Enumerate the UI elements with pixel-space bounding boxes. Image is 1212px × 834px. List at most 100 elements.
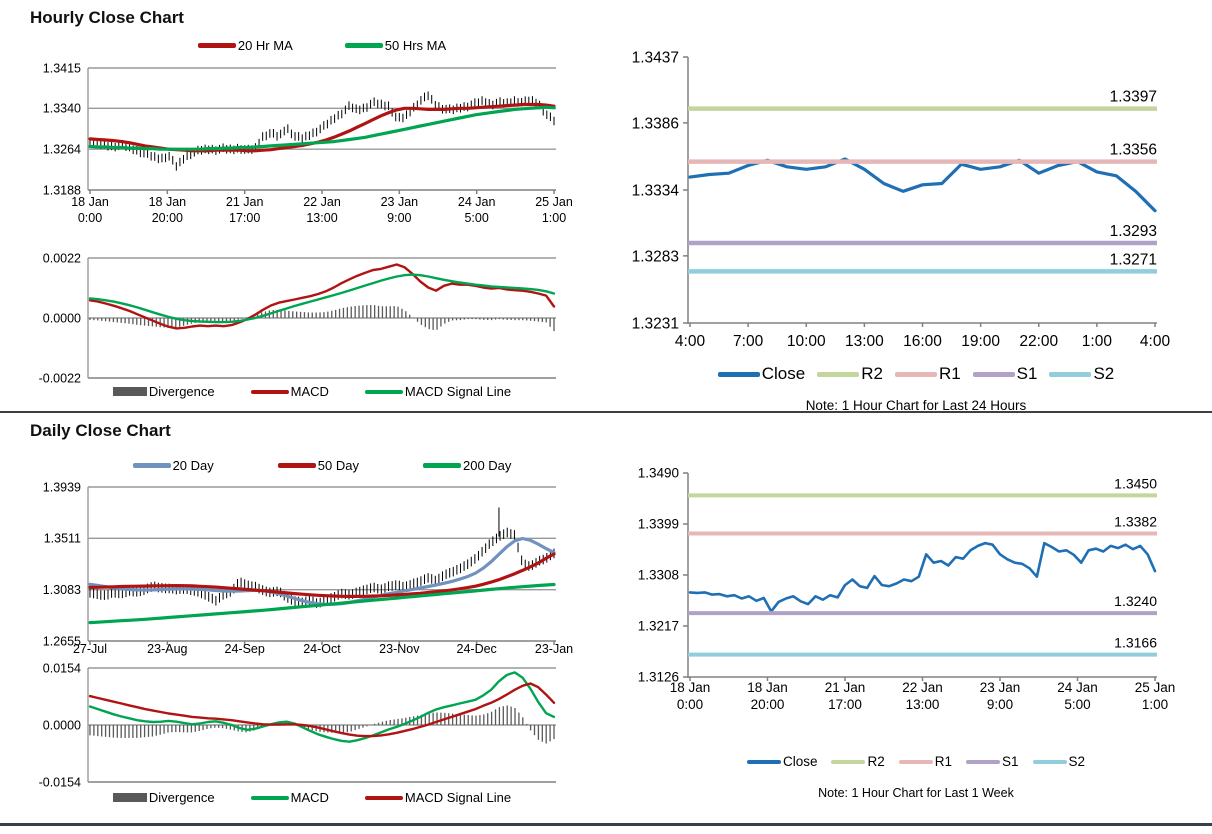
svg-text:1.3340: 1.3340: [43, 102, 81, 116]
svg-text:0:00: 0:00: [78, 211, 102, 225]
svg-text:1.3386: 1.3386: [632, 115, 679, 132]
svg-text:23 Jan: 23 Jan: [980, 680, 1021, 695]
hourly-close-chart: 20 Hr MA 50 Hrs MA 1.3415 1.3340 1.3264 1.31…: [0, 36, 606, 242]
legend-swatch-line: [894, 371, 937, 377]
svg-text:24-Sep: 24-Sep: [225, 642, 265, 656]
svg-text:1.3490: 1.3490: [638, 466, 679, 481]
svg-text:1.3231: 1.3231: [632, 315, 679, 332]
legend-label: S1: [1002, 754, 1019, 769]
legend-swatch-line: [717, 371, 760, 377]
legend-label: R2: [861, 364, 883, 383]
hourly-sr-legend: Close R2 R1 S1 S2: [666, 364, 1166, 384]
legend-item-macd-signal-line: MACD Signal Line: [364, 384, 512, 399]
hourly-macd-plot: 0.0022 0.0000 -0.0022: [39, 251, 556, 385]
hourly-macd-chart: Divergence MACD MACD Signal Line 0.0022 0.0…: [0, 244, 606, 410]
legend-label: S1: [1016, 364, 1038, 383]
svg-text:23-Jan: 23-Jan: [535, 642, 573, 656]
legend-swatch-line: [277, 463, 316, 468]
svg-text:1.3166: 1.3166: [1114, 635, 1157, 651]
legend-swatch-line: [1049, 371, 1092, 377]
legend-label: Close: [782, 754, 818, 769]
section-divider: [0, 411, 1212, 413]
legend-label: R1: [934, 754, 952, 769]
svg-text:1:00: 1:00: [1142, 697, 1168, 712]
hourly-support-resistance-chart: 1.3437 1.3386 1.3334 1.3283 1.3231 4:00 7:00 10…: [606, 28, 1212, 413]
svg-text:21 Jan: 21 Jan: [825, 680, 866, 695]
svg-text:1.3939: 1.3939: [43, 480, 81, 494]
svg-text:1.3308: 1.3308: [638, 568, 679, 583]
svg-text:-0.0022: -0.0022: [39, 371, 81, 385]
svg-text:1.3450: 1.3450: [1114, 475, 1157, 491]
svg-text:5:00: 5:00: [1064, 697, 1090, 712]
legend-item-s2: S2: [1032, 754, 1085, 769]
legend-label: R1: [938, 364, 961, 383]
svg-text:4:00: 4:00: [1140, 333, 1171, 350]
legend-label: MACD Signal Line: [404, 790, 512, 805]
page-bottom-rule: [0, 823, 1212, 826]
svg-text:4:00: 4:00: [675, 333, 706, 350]
legend-item-50-hrs-ma: 50 Hrs MA: [344, 38, 446, 53]
legend-label: MACD: [290, 384, 329, 399]
legend-item-macd: MACD: [250, 790, 329, 805]
svg-text:22 Jan: 22 Jan: [303, 195, 341, 209]
svg-text:13:00: 13:00: [845, 333, 884, 350]
svg-text:5:00: 5:00: [464, 211, 488, 225]
hourly-macd-legend: Divergence MACD MACD Signal Line: [68, 384, 556, 399]
hourly-sr-note: Note: 1 Hour Chart for Last 24 Hours: [805, 398, 1027, 413]
legend-swatch-line: [831, 759, 866, 764]
svg-text:18 Jan: 18 Jan: [747, 680, 788, 695]
legend-label: MACD Signal Line: [404, 384, 512, 399]
svg-text:1.3397: 1.3397: [1110, 89, 1157, 106]
svg-text:21 Jan: 21 Jan: [226, 195, 264, 209]
svg-text:1.2655: 1.2655: [43, 634, 81, 648]
hourly-section-title: Hourly Close Chart: [30, 8, 184, 27]
svg-text:22 Jan: 22 Jan: [902, 680, 943, 695]
svg-text:23-Aug: 23-Aug: [147, 642, 187, 656]
legend-swatch-line: [250, 795, 289, 800]
legend-swatch-line: [250, 389, 289, 394]
svg-text:1.3293: 1.3293: [1110, 223, 1157, 240]
svg-text:17:00: 17:00: [229, 211, 260, 225]
svg-text:1.3382: 1.3382: [1114, 514, 1157, 530]
daily-macd-legend: Divergence MACD MACD Signal Line: [68, 790, 556, 805]
svg-text:1.3415: 1.3415: [43, 61, 81, 75]
legend-swatch-line: [422, 463, 461, 468]
hourly-price-legend: 20 Hr MA 50 Hrs MA: [88, 38, 556, 53]
legend-swatch-bar: [112, 387, 147, 396]
svg-text:9:00: 9:00: [387, 211, 411, 225]
svg-text:24 Jan: 24 Jan: [458, 195, 496, 209]
svg-text:0.0154: 0.0154: [43, 661, 81, 675]
legend-label: R2: [867, 754, 885, 769]
svg-text:0.0022: 0.0022: [43, 251, 81, 265]
svg-text:13:00: 13:00: [906, 697, 940, 712]
svg-text:24 Jan: 24 Jan: [1057, 680, 1098, 695]
legend-swatch-line: [364, 795, 403, 800]
svg-text:18 Jan: 18 Jan: [71, 195, 109, 209]
daily-section-title: Daily Close Chart: [30, 421, 171, 440]
legend-item-r1: R1: [894, 364, 961, 384]
svg-text:1.3240: 1.3240: [1114, 593, 1157, 609]
svg-text:1.3356: 1.3356: [1110, 142, 1157, 159]
legend-label: 200 Day: [462, 458, 512, 473]
svg-text:23 Jan: 23 Jan: [381, 195, 419, 209]
legend-swatch-line: [898, 759, 933, 764]
legend-label: MACD: [290, 790, 329, 805]
svg-text:18 Jan: 18 Jan: [670, 680, 711, 695]
svg-text:27-Jul: 27-Jul: [73, 642, 107, 656]
daily-price-legend: 20 Day 50 Day 200 Day: [88, 458, 556, 473]
svg-text:20:00: 20:00: [751, 697, 785, 712]
svg-text:9:00: 9:00: [987, 697, 1013, 712]
legend-swatch-line: [972, 371, 1015, 377]
legend-item-close: Close: [717, 364, 805, 384]
daily-support-resistance-chart: 1.3490 1.3399 1.3308 1.3217 1.3126 18 Jan 0:00…: [606, 444, 1212, 822]
svg-text:0.0000: 0.0000: [43, 718, 81, 732]
svg-text:1.3126: 1.3126: [638, 670, 679, 685]
legend-item-s2: S2: [1049, 364, 1114, 384]
legend-item-close: Close: [746, 754, 818, 769]
svg-text:0.0000: 0.0000: [43, 311, 81, 325]
svg-text:1.3217: 1.3217: [638, 619, 679, 634]
